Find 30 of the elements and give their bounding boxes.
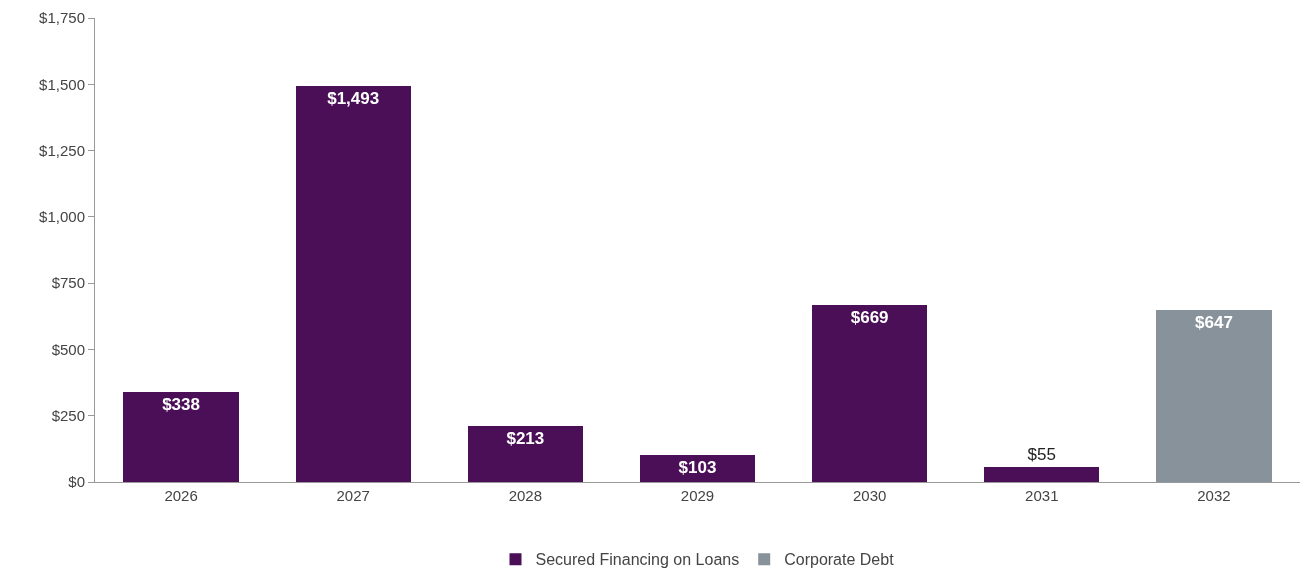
- x-tick-label: 2026: [164, 487, 198, 504]
- data-label: $338: [162, 395, 200, 415]
- y-tick-label: $750: [51, 274, 85, 292]
- y-tick-label: $250: [51, 406, 85, 424]
- x-tick-label: 2027: [336, 487, 370, 504]
- data-label: $647: [1195, 313, 1233, 333]
- x-tick-label: 2032: [1197, 487, 1231, 504]
- y-tick-label: $500: [51, 340, 85, 358]
- y-tick-label: $1,000: [39, 208, 85, 226]
- x-tick-label: 2028: [508, 487, 543, 504]
- x-tick-label: 2030: [852, 487, 887, 504]
- data-label: $669: [850, 307, 889, 327]
- y-tick-label: $1,500: [39, 75, 85, 93]
- legend-label: Secured Financing on Loans: [535, 551, 740, 569]
- y-tick-label: $1,750: [39, 9, 85, 27]
- bar: [467, 425, 584, 482]
- data-label: $55: [1027, 445, 1056, 465]
- x-tick-label: 2031: [1025, 487, 1059, 504]
- data-label: $103: [678, 457, 717, 477]
- legend-label: Corporate Debt: [784, 551, 895, 569]
- bar: [1156, 310, 1272, 482]
- data-label: $1,493: [327, 89, 380, 109]
- x-tick-label: 2029: [680, 487, 715, 504]
- bar: [123, 392, 239, 482]
- data-label: $213: [506, 428, 545, 448]
- bar: [984, 467, 1100, 482]
- bar: [811, 304, 928, 482]
- bar: [295, 86, 411, 482]
- y-tick-label: $1,250: [39, 141, 85, 159]
- y-tick-label: $0: [68, 473, 85, 491]
